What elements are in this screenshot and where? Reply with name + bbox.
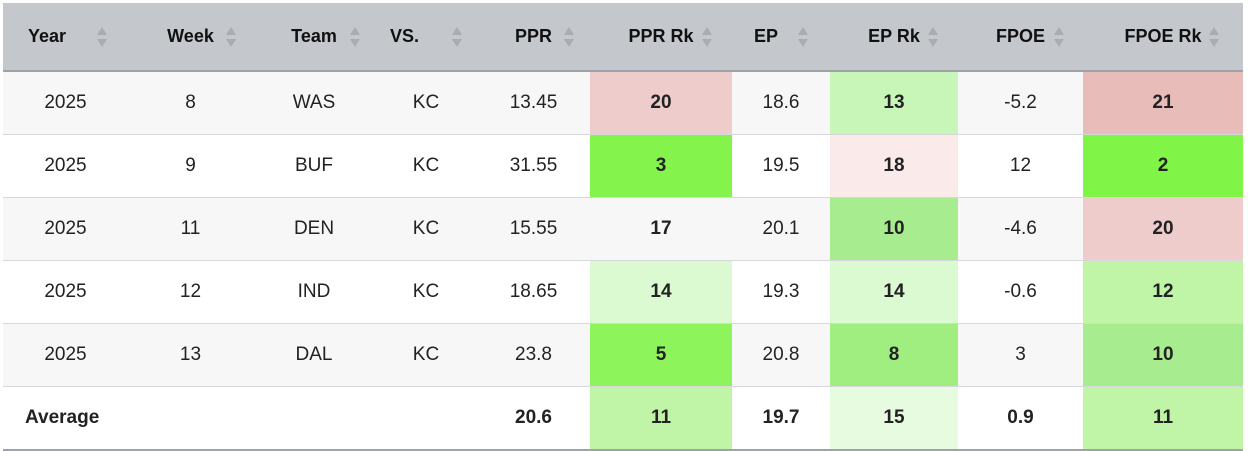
cell-ep: 20.8 <box>732 323 830 387</box>
cell-ep: 20.1 <box>732 197 830 261</box>
column-header-vs[interactable]: VS. <box>375 3 477 72</box>
sort-arrows-icon[interactable] <box>702 24 712 50</box>
cell-ppr-rk: 5 <box>590 323 732 387</box>
stats-table-container: Year Week Team VS. PPR PPR Rk EP EP Rk F… <box>3 3 1243 451</box>
column-header-label: Week <box>167 26 214 46</box>
table-row: 2025 12 IND KC 18.65 14 19.3 14 -0.6 12 <box>3 260 1243 324</box>
cell-ep: 19.5 <box>732 134 830 198</box>
column-header-label: Team <box>291 26 337 46</box>
table-row: 2025 13 DAL KC 23.8 5 20.8 8 3 10 <box>3 323 1243 387</box>
cell-vs-empty <box>375 386 477 451</box>
sort-arrows-icon[interactable] <box>928 24 938 50</box>
sort-arrows-icon[interactable] <box>564 24 574 50</box>
cell-ep-rk: 14 <box>830 260 958 324</box>
column-header-ppr-rk[interactable]: PPR Rk <box>590 3 732 72</box>
cell-year: 2025 <box>3 323 128 387</box>
cell-team: WAS <box>253 71 375 135</box>
cell-fpoe-rk: 10 <box>1083 323 1243 387</box>
cell-vs: KC <box>375 71 477 135</box>
cell-week: 8 <box>128 71 253 135</box>
cell-year: 2025 <box>3 134 128 198</box>
cell-year: 2025 <box>3 197 128 261</box>
avg-ep: 19.7 <box>732 386 830 451</box>
cell-team: IND <box>253 260 375 324</box>
average-label: Average <box>3 386 253 451</box>
cell-year: 2025 <box>3 260 128 324</box>
cell-ep-rk: 13 <box>830 71 958 135</box>
cell-week: 9 <box>128 134 253 198</box>
sort-arrows-icon[interactable] <box>798 24 808 50</box>
cell-ppr-rk: 14 <box>590 260 732 324</box>
table-row: 2025 11 DEN KC 15.55 17 20.1 10 -4.6 20 <box>3 197 1243 261</box>
cell-vs: KC <box>375 260 477 324</box>
cell-week: 11 <box>128 197 253 261</box>
table-row: 2025 8 WAS KC 13.45 20 18.6 13 -5.2 21 <box>3 71 1243 135</box>
column-header-label: VS. <box>390 26 420 46</box>
sort-arrows-icon[interactable] <box>452 24 462 50</box>
cell-ep: 19.3 <box>732 260 830 324</box>
column-header-label: EP Rk <box>868 26 920 46</box>
cell-ep-rk: 8 <box>830 323 958 387</box>
avg-ppr: 20.6 <box>477 386 590 451</box>
cell-ppr: 13.45 <box>477 71 590 135</box>
column-header-label: PPR Rk <box>628 26 694 46</box>
cell-fpoe: -0.6 <box>958 260 1083 324</box>
cell-fpoe-rk: 12 <box>1083 260 1243 324</box>
average-row: Average 20.6 11 19.7 15 0.9 11 <box>3 386 1243 451</box>
column-header-ep[interactable]: EP <box>732 3 830 72</box>
column-header-week[interactable]: Week <box>128 3 253 72</box>
cell-fpoe: -5.2 <box>958 71 1083 135</box>
avg-ep-rk: 15 <box>830 386 958 451</box>
cell-ep-rk: 10 <box>830 197 958 261</box>
cell-team: DEN <box>253 197 375 261</box>
cell-ppr-rk: 20 <box>590 71 732 135</box>
cell-fpoe: -4.6 <box>958 197 1083 261</box>
column-header-year[interactable]: Year <box>3 3 128 72</box>
column-header-label: EP <box>754 26 779 46</box>
cell-ppr: 31.55 <box>477 134 590 198</box>
cell-fpoe: 12 <box>958 134 1083 198</box>
cell-vs: KC <box>375 134 477 198</box>
table-header-row: Year Week Team VS. PPR PPR Rk EP EP Rk F… <box>3 3 1243 72</box>
cell-ppr: 18.65 <box>477 260 590 324</box>
sort-arrows-icon[interactable] <box>350 24 360 50</box>
column-header-ep-rk[interactable]: EP Rk <box>830 3 958 72</box>
cell-team: DAL <box>253 323 375 387</box>
column-header-label: PPR <box>514 26 552 46</box>
column-header-fpoe[interactable]: FPOE <box>958 3 1083 72</box>
sort-arrows-icon[interactable] <box>1054 24 1064 50</box>
sort-arrows-icon[interactable] <box>1209 24 1219 50</box>
cell-year: 2025 <box>3 71 128 135</box>
column-header-ppr[interactable]: PPR <box>477 3 590 72</box>
sort-arrows-icon[interactable] <box>226 24 236 50</box>
column-header-team[interactable]: Team <box>253 3 375 72</box>
sort-arrows-icon[interactable] <box>97 24 107 50</box>
cell-ppr-rk: 17 <box>590 197 732 261</box>
column-header-fpoe-rk[interactable]: FPOE Rk <box>1083 3 1243 72</box>
column-header-label: FPOE Rk <box>1124 26 1202 46</box>
cell-vs: KC <box>375 197 477 261</box>
avg-fpoe-rk: 11 <box>1083 386 1243 451</box>
cell-team: BUF <box>253 134 375 198</box>
cell-ppr: 23.8 <box>477 323 590 387</box>
game-stats-table: Year Week Team VS. PPR PPR Rk EP EP Rk F… <box>3 3 1243 451</box>
cell-fpoe-rk: 21 <box>1083 71 1243 135</box>
avg-fpoe: 0.9 <box>958 386 1083 451</box>
cell-ep: 18.6 <box>732 71 830 135</box>
column-header-label: FPOE <box>995 26 1045 46</box>
cell-fpoe-rk: 20 <box>1083 197 1243 261</box>
cell-ep-rk: 18 <box>830 134 958 198</box>
cell-week: 12 <box>128 260 253 324</box>
table-row: 2025 9 BUF KC 31.55 3 19.5 18 12 2 <box>3 134 1243 198</box>
cell-week: 13 <box>128 323 253 387</box>
cell-fpoe-rk: 2 <box>1083 134 1243 198</box>
cell-vs: KC <box>375 323 477 387</box>
cell-fpoe: 3 <box>958 323 1083 387</box>
cell-ppr: 15.55 <box>477 197 590 261</box>
avg-ppr-rk: 11 <box>590 386 732 451</box>
column-header-label: Year <box>28 26 67 46</box>
cell-team-empty <box>253 386 375 451</box>
cell-ppr-rk: 3 <box>590 134 732 198</box>
